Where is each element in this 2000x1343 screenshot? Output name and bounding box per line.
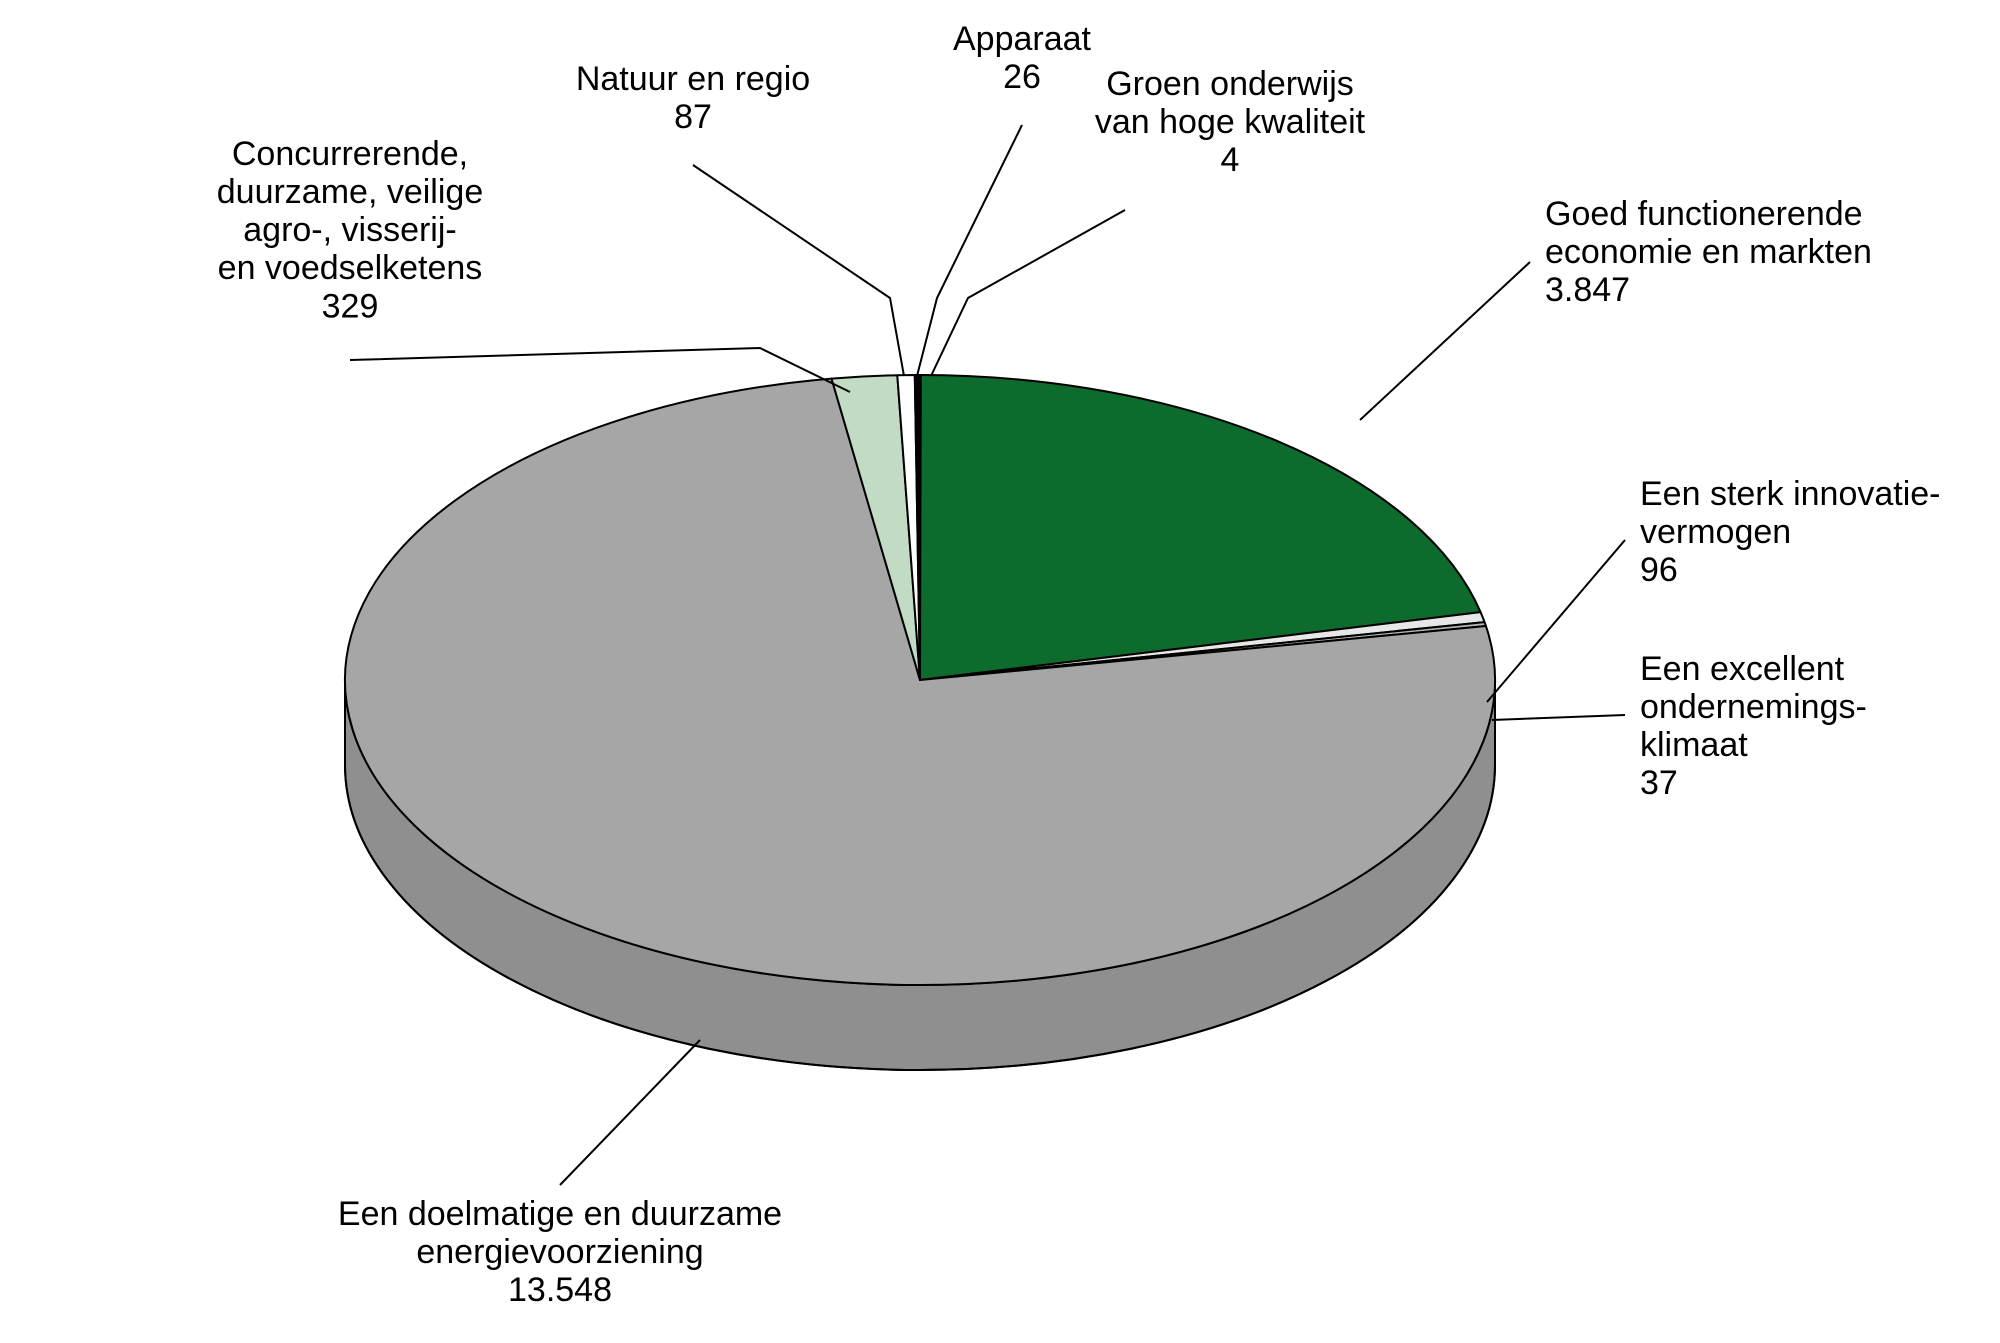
label-line: Apparaat (953, 20, 1092, 58)
leader-natuur (693, 165, 904, 376)
label-ondernemingsklimaat: Een excellentondernemings-klimaat37 (1640, 650, 1867, 802)
label-innovatie: Een sterk innovatie-vermogen96 (1640, 475, 1941, 589)
label-groen_onderwijs: Groen onderwijsvan hoge kwaliteit4 (1095, 65, 1366, 179)
label-goed_economie: Goed functionerendeeconomie en markten3.… (1545, 195, 1872, 309)
label-line: Natuur en regio (576, 60, 810, 98)
leader-apparaat (917, 125, 1022, 376)
leader-groen_onderwijs (931, 210, 1125, 376)
leader-goed_economie (1360, 262, 1530, 420)
label-line: 26 (1003, 58, 1041, 96)
label-line: 3.847 (1545, 271, 1630, 309)
label-line: Een sterk innovatie- (1640, 475, 1941, 513)
label-line: Een excellent (1640, 650, 1845, 688)
label-agro: Concurrerende,duurzame, veiligeagro-, vi… (217, 135, 483, 325)
label-line: Concurrerende, (232, 135, 468, 173)
label-line: ondernemings- (1640, 688, 1867, 726)
pie-top (345, 375, 1495, 985)
label-apparaat: Apparaat26 (953, 20, 1092, 96)
label-line: van hoge kwaliteit (1095, 103, 1366, 141)
leader-ondernemingsklimaat (1492, 715, 1625, 720)
label-line: klimaat (1640, 726, 1748, 764)
label-line: Goed functionerende (1545, 195, 1863, 233)
leader-energie (560, 1040, 700, 1185)
leader-innovatie (1487, 540, 1625, 702)
label-line: Een doelmatige en duurzame (338, 1195, 782, 1233)
label-line: 96 (1640, 551, 1678, 589)
label-line: Groen onderwijs (1106, 65, 1354, 103)
label-energie: Een doelmatige en duurzameenergievoorzie… (338, 1195, 782, 1309)
label-line: agro-, visserij- (243, 211, 456, 249)
label-line: 37 (1640, 764, 1678, 802)
label-line: vermogen (1640, 513, 1791, 551)
pie-3d-chart: Apparaat26 Natuur en regio87 Groen onderwi… (0, 0, 2000, 1343)
label-line: 329 (322, 287, 379, 325)
label-line: 87 (674, 98, 712, 136)
label-line: duurzame, veilige (217, 173, 483, 211)
label-natuur: Natuur en regio87 (576, 60, 810, 136)
label-line: energievoorziening (416, 1233, 703, 1271)
label-line: 13.548 (508, 1271, 612, 1309)
label-line: en voedselketens (218, 249, 483, 287)
label-line: 4 (1221, 141, 1240, 179)
label-line: economie en markten (1545, 233, 1872, 271)
